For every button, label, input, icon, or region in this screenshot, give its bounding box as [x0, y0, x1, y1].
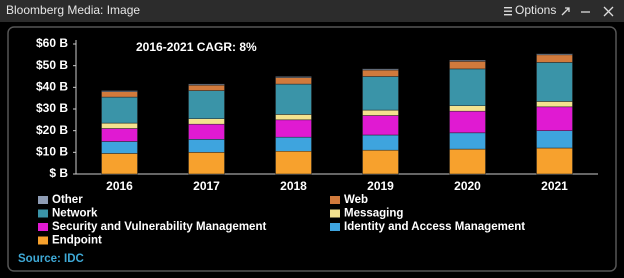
legend-swatch: [38, 196, 48, 204]
x-tick-label: 2017: [193, 179, 220, 193]
legend-label: Web: [344, 194, 368, 206]
menu-icon: [504, 7, 512, 9]
bar-segment: [536, 53, 573, 56]
bar-segment: [188, 118, 225, 125]
menu-icon: [504, 14, 512, 16]
bar-segment: [449, 110, 486, 134]
bar-segment: [101, 128, 138, 142]
bar-segment: [275, 136, 312, 152]
bar-segment: [275, 114, 312, 121]
legend-label: Other: [52, 194, 83, 206]
bar-segment: [536, 62, 573, 102]
annotation: 2016-2021 CAGR: 8%: [136, 40, 257, 54]
bar-segment: [275, 83, 312, 115]
bar-segment: [101, 141, 138, 154]
legend-swatch: [38, 223, 48, 231]
bar-segment: [101, 153, 138, 175]
legend-label: Network: [52, 208, 98, 220]
x-tick-label: 2018: [280, 179, 307, 193]
legend-swatch: [330, 196, 340, 204]
legend-swatch: [38, 209, 48, 218]
legend-label: Security and Vulnerability Management: [52, 221, 266, 233]
bar-segment: [362, 76, 399, 111]
legend-label: Messaging: [344, 208, 403, 220]
legend-label: Endpoint: [52, 235, 102, 247]
bar-segment: [188, 139, 225, 153]
bar-segment: [275, 77, 312, 85]
bar-segment: [188, 83, 225, 86]
bar-segment: [362, 134, 399, 151]
bar-segment: [275, 76, 312, 78]
bar-segment: [536, 54, 573, 63]
x-tick-label: 2020: [454, 179, 481, 193]
y-tick-label: $30 B: [36, 101, 68, 115]
bar-segment: [101, 90, 138, 92]
bar-segment: [101, 91, 138, 98]
bar-segment: [188, 90, 225, 120]
bar-segment: [536, 147, 573, 175]
bar-segment: [449, 148, 486, 175]
bar-segment: [362, 149, 399, 175]
bar-segment: [449, 60, 486, 62]
menu-icon: [504, 10, 512, 12]
bar-segment: [101, 122, 138, 129]
options-button[interactable]: Options: [504, 3, 556, 17]
bar-segment: [362, 69, 399, 77]
window-title: Bloomberg Media: Image: [6, 3, 140, 17]
bar-segment: [101, 96, 138, 124]
bar-segment: [188, 152, 225, 175]
x-tick-label: 2019: [367, 179, 394, 193]
y-tick-label: $ B: [49, 166, 68, 180]
bar-segment: [536, 101, 573, 108]
options-label: Options: [515, 3, 556, 17]
y-tick-label: $60 B: [36, 36, 68, 50]
bar-segment: [362, 109, 399, 116]
bar-segment: [188, 123, 225, 140]
legend-swatch: [330, 209, 340, 218]
legend-swatch: [38, 236, 48, 245]
bar-segment: [275, 151, 312, 175]
legend-swatch: [330, 223, 340, 231]
chart: $ B $10 B $20 B $30 B $40 B $50 B $60 B 2016-20…: [18, 36, 598, 265]
bar-segment: [449, 132, 486, 150]
bar-segment: [275, 119, 312, 138]
close-button[interactable]: [603, 6, 614, 17]
source: Source: IDC: [18, 253, 84, 265]
bar-segment: [362, 68, 399, 71]
y-tick-label: $40 B: [36, 80, 68, 94]
legend-label: Identity and Access Management: [344, 221, 525, 233]
bar-segment: [449, 68, 486, 106]
bar-segment: [449, 105, 486, 112]
x-tick-label: 2016: [106, 179, 133, 193]
bar-segment: [536, 106, 573, 131]
x-tick-label: 2021: [541, 179, 568, 193]
y-tick-label: $20 B: [36, 123, 68, 137]
title-bar: [0, 0, 624, 22]
bar-segment: [188, 84, 225, 91]
y-tick-label: $10 B: [36, 145, 68, 159]
y-tick-label: $50 B: [36, 58, 68, 72]
bar-segment: [536, 130, 573, 149]
bar-segment: [449, 61, 486, 70]
popout-button[interactable]: [561, 7, 570, 16]
bar-segment: [362, 115, 399, 136]
